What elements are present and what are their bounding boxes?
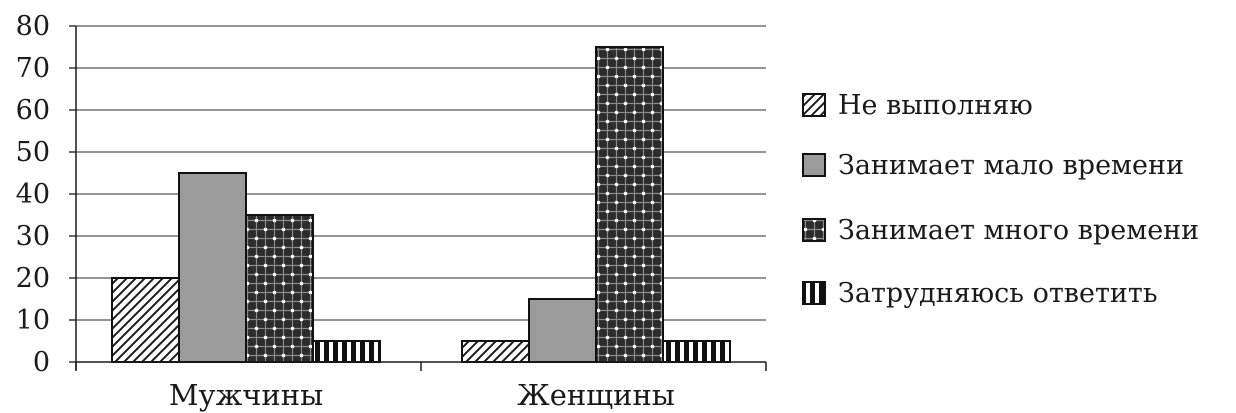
y-tick-label: 70: [16, 53, 50, 84]
legend-label-2: Занимает мало времени: [838, 150, 1184, 181]
legend-label-4: Затрудняюсь ответить: [838, 278, 1158, 309]
y-tick-label: 80: [16, 11, 50, 42]
y-tick-label: 10: [16, 305, 50, 336]
x-category-label: Женщины: [517, 378, 675, 412]
bar-women-series-1: [461, 340, 530, 363]
y-tick-label: 60: [16, 95, 50, 126]
axes: [75, 26, 767, 371]
bar-women-series-4: [662, 340, 731, 363]
y-tick-label: 0: [33, 347, 50, 378]
bar-men-series-3: [245, 214, 314, 363]
y-tick-label: 30: [16, 221, 50, 252]
bar-women-series-3: [595, 46, 664, 363]
legend-swatch-1: [802, 93, 826, 117]
legend-swatch-4: [802, 281, 826, 305]
bars: [111, 46, 731, 363]
bar-men-series-1: [111, 277, 180, 363]
legend-label-1: Не выполняю: [838, 90, 1033, 121]
x-category-label: Мужчины: [169, 378, 323, 412]
y-tick-label: 50: [16, 137, 50, 168]
legend-label-3: Занимает много времени: [838, 215, 1199, 246]
bar-men-series-4: [312, 340, 381, 363]
legend: Не выполняю Занимает мало времени Занимает…: [802, 90, 1199, 309]
y-axis-ticks: 0 10 20 30 40 50 60 70 80: [16, 11, 76, 378]
y-tick-label: 40: [16, 179, 50, 210]
y-tick-label: 20: [16, 263, 50, 294]
legend-swatch-2: [802, 153, 826, 177]
bar-women-series-2: [528, 298, 597, 363]
legend-swatch-3: [802, 218, 826, 242]
bar-men-series-2: [178, 172, 247, 363]
category-labels: Мужчины Женщины: [169, 378, 675, 412]
